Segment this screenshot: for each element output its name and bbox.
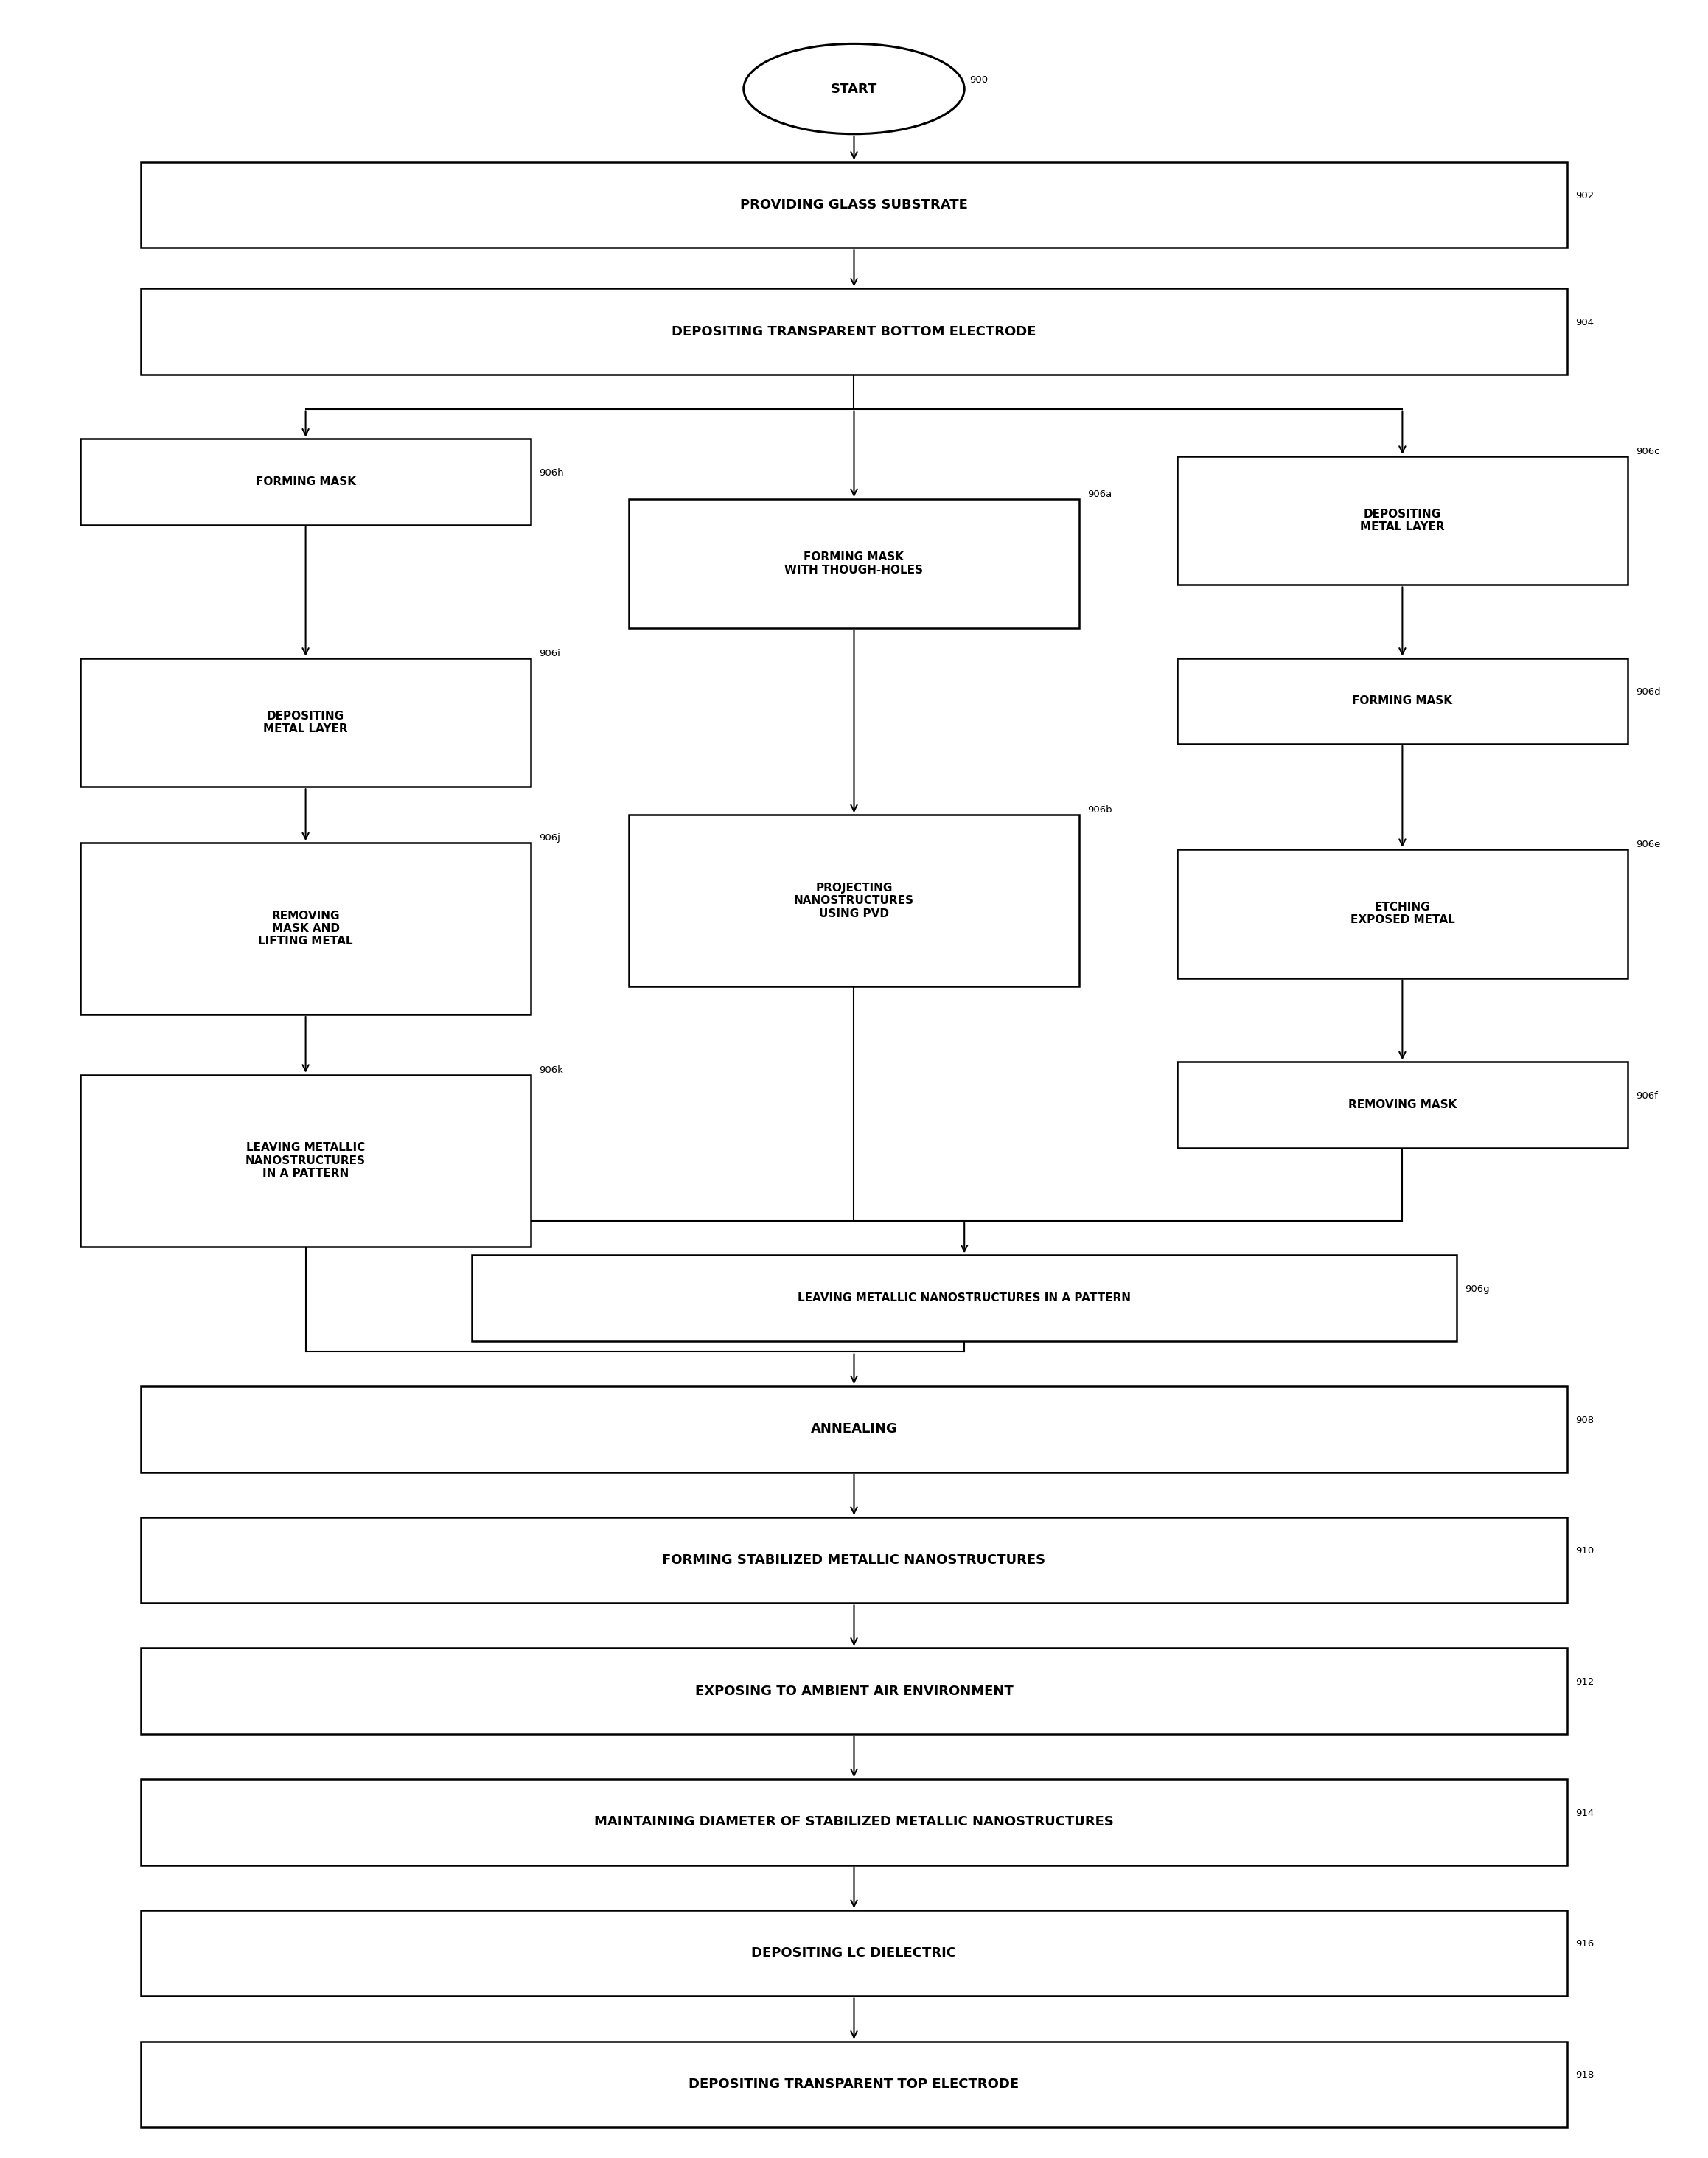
FancyBboxPatch shape <box>142 1517 1566 1603</box>
Text: 906j: 906j <box>540 833 560 844</box>
Text: 906b: 906b <box>1088 805 1112 816</box>
FancyBboxPatch shape <box>80 658 531 788</box>
Text: 914: 914 <box>1575 1808 1594 1817</box>
Text: PROVIDING GLASS SUBSTRATE: PROVIDING GLASS SUBSTRATE <box>740 199 968 211</box>
FancyBboxPatch shape <box>142 1910 1566 1996</box>
Text: ANNEALING: ANNEALING <box>811 1422 897 1435</box>
Text: DEPOSITING LC DIELECTRIC: DEPOSITING LC DIELECTRIC <box>752 1947 956 1959</box>
Text: 906d: 906d <box>1636 686 1660 697</box>
Text: START: START <box>830 82 878 95</box>
Ellipse shape <box>743 43 965 134</box>
FancyBboxPatch shape <box>142 1385 1566 1472</box>
Text: 906k: 906k <box>540 1066 564 1075</box>
Text: LEAVING METALLIC
NANOSTRUCTURES
IN A PATTERN: LEAVING METALLIC NANOSTRUCTURES IN A PAT… <box>246 1142 366 1178</box>
FancyBboxPatch shape <box>1177 658 1628 745</box>
Text: 912: 912 <box>1575 1677 1594 1688</box>
Text: 906f: 906f <box>1636 1092 1658 1101</box>
Text: PROJECTING
NANOSTRUCTURES
USING PVD: PROJECTING NANOSTRUCTURES USING PVD <box>794 883 914 919</box>
FancyBboxPatch shape <box>80 1075 531 1247</box>
Text: DEPOSITING
METAL LAYER: DEPOSITING METAL LAYER <box>263 710 348 734</box>
Text: 906e: 906e <box>1636 839 1660 850</box>
Text: ETCHING
EXPOSED METAL: ETCHING EXPOSED METAL <box>1349 902 1455 926</box>
Text: 916: 916 <box>1575 1940 1594 1949</box>
FancyBboxPatch shape <box>1177 1062 1628 1148</box>
FancyBboxPatch shape <box>142 1649 1566 1735</box>
FancyBboxPatch shape <box>629 498 1079 628</box>
FancyBboxPatch shape <box>80 438 531 524</box>
Text: 906g: 906g <box>1465 1284 1489 1295</box>
Text: 908: 908 <box>1575 1416 1594 1424</box>
FancyBboxPatch shape <box>1177 850 1628 978</box>
Text: REMOVING MASK: REMOVING MASK <box>1348 1098 1457 1111</box>
Text: REMOVING
MASK AND
LIFTING METAL: REMOVING MASK AND LIFTING METAL <box>258 911 354 947</box>
Text: 904: 904 <box>1575 317 1594 328</box>
FancyBboxPatch shape <box>1177 455 1628 585</box>
FancyBboxPatch shape <box>471 1256 1457 1340</box>
FancyBboxPatch shape <box>142 1778 1566 1865</box>
Text: MAINTAINING DIAMETER OF STABILIZED METALLIC NANOSTRUCTURES: MAINTAINING DIAMETER OF STABILIZED METAL… <box>594 1815 1114 1828</box>
FancyBboxPatch shape <box>629 816 1079 986</box>
Text: FORMING MASK: FORMING MASK <box>256 477 355 488</box>
Text: EXPOSING TO AMBIENT AIR ENVIRONMENT: EXPOSING TO AMBIENT AIR ENVIRONMENT <box>695 1685 1013 1698</box>
Text: FORMING MASK: FORMING MASK <box>1353 695 1452 706</box>
Text: 906h: 906h <box>540 468 564 477</box>
Text: DEPOSITING TRANSPARENT TOP ELECTRODE: DEPOSITING TRANSPARENT TOP ELECTRODE <box>688 2078 1020 2091</box>
Text: FORMING STABILIZED METALLIC NANOSTRUCTURES: FORMING STABILIZED METALLIC NANOSTRUCTUR… <box>663 1554 1045 1567</box>
Text: 906i: 906i <box>540 647 560 658</box>
Text: 918: 918 <box>1575 2070 1594 2080</box>
Text: FORMING MASK
WITH THOUGH-HOLES: FORMING MASK WITH THOUGH-HOLES <box>784 552 924 576</box>
FancyBboxPatch shape <box>142 162 1566 248</box>
Text: 906c: 906c <box>1636 447 1660 455</box>
Text: 906a: 906a <box>1088 490 1112 498</box>
FancyBboxPatch shape <box>80 844 531 1014</box>
FancyBboxPatch shape <box>142 289 1566 375</box>
Text: DEPOSITING TRANSPARENT BOTTOM ELECTRODE: DEPOSITING TRANSPARENT BOTTOM ELECTRODE <box>671 326 1037 339</box>
Text: LEAVING METALLIC NANOSTRUCTURES IN A PATTERN: LEAVING METALLIC NANOSTRUCTURES IN A PAT… <box>798 1293 1131 1303</box>
Text: DEPOSITING
METAL LAYER: DEPOSITING METAL LAYER <box>1360 509 1445 533</box>
Text: 900: 900 <box>970 76 987 84</box>
Text: 902: 902 <box>1575 190 1594 201</box>
FancyBboxPatch shape <box>142 2041 1566 2128</box>
Text: 910: 910 <box>1575 1547 1594 1556</box>
